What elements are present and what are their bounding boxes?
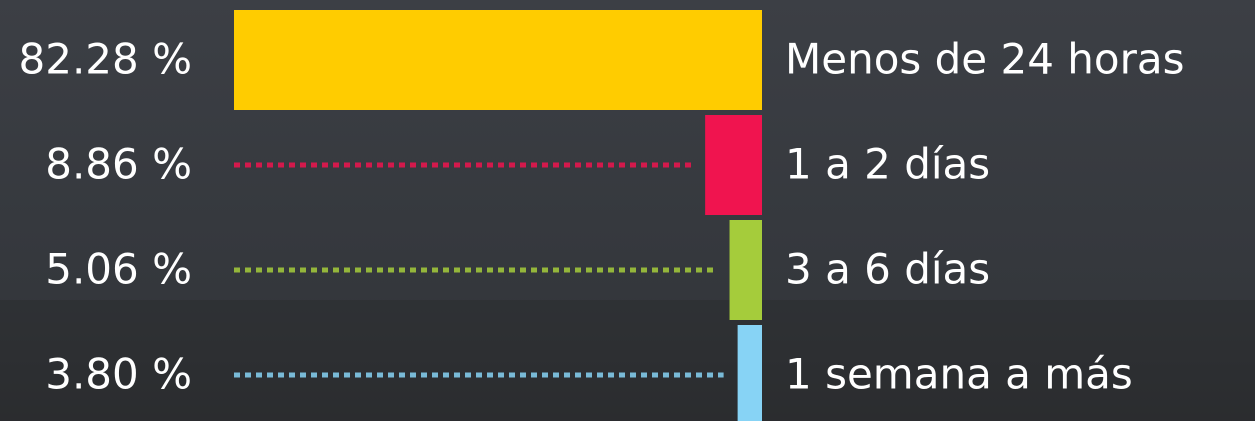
background-ground	[0, 300, 1255, 421]
bar	[729, 220, 762, 320]
category-label: 1 semana a más	[785, 350, 1133, 399]
value-label: 82.28 %	[19, 35, 193, 84]
value-label: 8.86 %	[45, 140, 192, 189]
value-label: 5.06 %	[45, 245, 192, 294]
category-label: 3 a 6 días	[785, 245, 990, 294]
bar	[705, 115, 762, 215]
category-label: 1 a 2 días	[785, 140, 990, 189]
bar	[737, 325, 762, 421]
bar	[234, 10, 762, 110]
value-label: 3.80 %	[45, 350, 192, 399]
category-label: Menos de 24 horas	[785, 35, 1184, 84]
